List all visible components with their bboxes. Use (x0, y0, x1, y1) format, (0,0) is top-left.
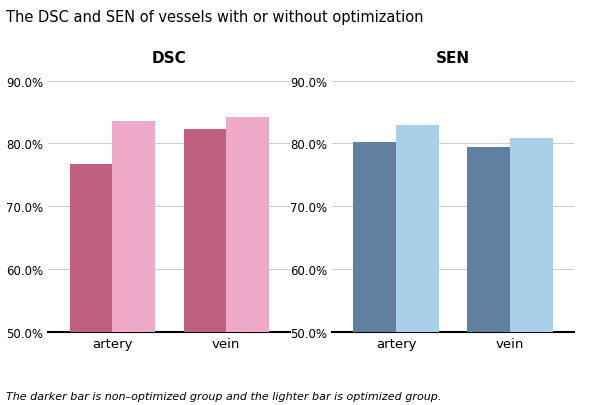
Bar (467, 147, 510, 405)
Bar (184, 130, 226, 405)
Title: SEN: SEN (436, 51, 470, 66)
Bar (69, 164, 112, 405)
Bar (112, 122, 155, 405)
Bar (510, 139, 553, 405)
Bar (396, 125, 439, 405)
Bar (226, 118, 269, 405)
Bar (353, 143, 396, 405)
Text: The darker bar is non–optimized group and the lighter bar is optimized group.: The darker bar is non–optimized group an… (6, 391, 442, 401)
Title: DSC: DSC (152, 51, 187, 66)
Text: The DSC and SEN of vessels with or without optimization: The DSC and SEN of vessels with or witho… (6, 10, 423, 25)
